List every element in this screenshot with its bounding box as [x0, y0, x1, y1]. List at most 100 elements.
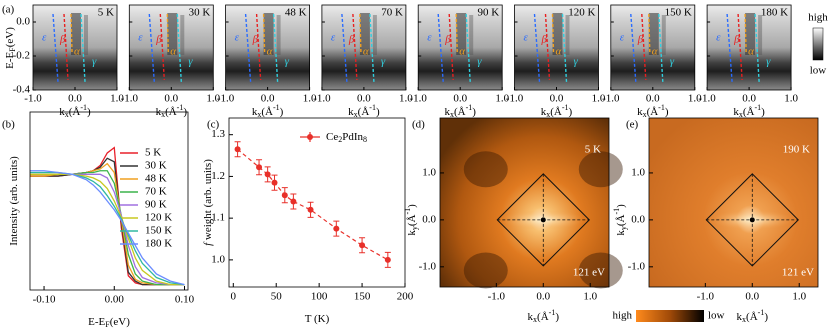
arpes-band-shadow [552, 13, 563, 55]
band-label: α [74, 46, 80, 58]
label-part: E-E [88, 316, 105, 328]
x-axis-label: kx(Å-1) [348, 103, 380, 119]
band-guide [641, 13, 647, 81]
momentum-map [440, 118, 609, 287]
band-label: α [170, 46, 176, 58]
band-label: ε [42, 32, 47, 44]
label-part: ) [555, 311, 559, 323]
x-axis-label: kx(Å-1) [59, 103, 91, 119]
legend-label: 150 K [145, 225, 172, 237]
arpes-band-shadow [359, 13, 370, 55]
y-tick-label: 1.0 [211, 253, 225, 265]
x-axis-label: kx(Å-1) [444, 103, 476, 119]
arpes-band-shadow [84, 15, 88, 55]
x-tick-label: 1.0 [303, 93, 317, 105]
point [264, 171, 271, 178]
arpes-band-shadow [276, 15, 281, 55]
label-part: ) [764, 311, 768, 323]
label-part: k [541, 106, 547, 118]
frame [29, 111, 189, 291]
x-axis-label: kx(Å-1) [637, 103, 669, 119]
band-guide [455, 13, 458, 53]
momentum-map [649, 118, 818, 287]
label-part: (eV) [4, 27, 16, 47]
band-guide [166, 13, 169, 53]
legend-label: 180 K [145, 238, 172, 250]
label-part: ) [280, 106, 284, 118]
point [234, 146, 241, 153]
band-guide [630, 13, 637, 83]
y-tick-label: 0.0 [422, 213, 436, 225]
label-part: ) [665, 106, 669, 118]
y-axis-label: E-EF(eV) [4, 27, 17, 69]
x-tick-label: 1.0 [592, 93, 606, 105]
x-axis-label: kx(Å-1) [528, 308, 560, 324]
y-tick-label: -0.4 [13, 84, 31, 96]
label-part: -1 [562, 103, 569, 112]
band-guide [176, 13, 182, 83]
legend-label: 90 K [145, 199, 167, 211]
label-part: ) [406, 204, 418, 208]
band-label: α [459, 46, 465, 58]
x-axis-label: kx(Å-1) [252, 103, 284, 119]
x-tick-label: -1.0 [698, 93, 716, 105]
label-part: -1 [403, 208, 412, 215]
label-part: k [252, 106, 258, 118]
band-label: β [444, 34, 451, 46]
colorbar [812, 27, 824, 61]
band-guide [262, 13, 266, 53]
band-guide [52, 13, 59, 83]
label-part: (Å [406, 214, 418, 226]
label-part: T (K) [305, 313, 330, 325]
band-label: ε [524, 32, 529, 44]
band-guide [726, 13, 733, 83]
band-label: ε [138, 32, 143, 44]
x-tick-label: 0.0 [453, 93, 467, 105]
arpes-band-shadow [167, 13, 178, 55]
label-part: -1 [369, 103, 376, 112]
band-label: β [348, 34, 355, 46]
label-part: (Å [537, 311, 549, 323]
map-shade [578, 151, 623, 188]
y-tick-label: -1.0 [419, 260, 437, 272]
label-part: -1 [466, 103, 473, 112]
x-tick-label: -1.0 [217, 93, 235, 105]
x-tick-label: 0.0 [742, 93, 756, 105]
x-tick-label: 100 [311, 291, 328, 303]
band-guide [561, 13, 568, 83]
panel-label: (e) [626, 119, 639, 131]
frame [648, 117, 819, 288]
arpes-band-shadow [71, 13, 81, 55]
y-tick-label: 1.0 [422, 166, 436, 178]
y-axis-label: f weight (arb. units) [202, 159, 214, 246]
band-guide [272, 13, 279, 83]
x-axis-label: kx(Å-1) [733, 103, 765, 119]
colorbar-label: low [708, 310, 725, 322]
band-guide [159, 13, 165, 81]
x-axis-label: E-EF(eV) [88, 316, 130, 329]
band-guide [437, 13, 444, 83]
legend-label: 30 K [145, 160, 167, 172]
band-guide [63, 13, 69, 81]
panel-label: (c) [207, 119, 220, 131]
x-tick-label: 0.0 [68, 93, 82, 105]
band-guide [648, 13, 651, 53]
label-part: x [742, 315, 746, 324]
label-part: -1 [658, 103, 665, 112]
map-shade [578, 252, 623, 289]
label-part: x [643, 110, 647, 119]
arpes-panel: ε βαγ 90 K -1.0 0.0 1.0 [409, 4, 510, 105]
label-part: E-E [4, 51, 16, 68]
label-part: x [354, 110, 358, 119]
band-label: β [733, 34, 740, 46]
y-axis-label: Intensity (arb. units) [8, 156, 20, 246]
y-tick-label: -1.0 [628, 260, 646, 272]
label-part: (Å [647, 106, 659, 118]
band-label: α [267, 46, 273, 58]
point [290, 198, 297, 205]
temperature-label: 5 K [585, 144, 601, 156]
label-part: F [8, 47, 17, 52]
photon-energy-label: 121 eV [782, 267, 814, 279]
label-part: (Å [165, 106, 177, 118]
label-part: ) [376, 106, 380, 118]
